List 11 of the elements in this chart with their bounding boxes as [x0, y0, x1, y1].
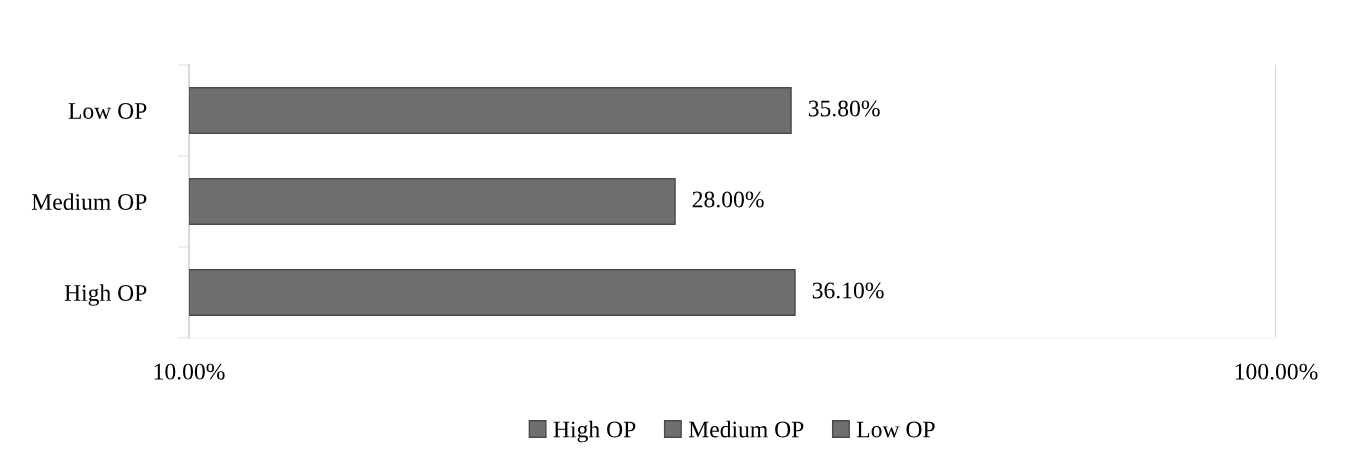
data-label: 35.80% [808, 100, 880, 117]
y-tick-label: High OP [64, 284, 147, 306]
legend-label: Low OP [856, 421, 935, 438]
y-tick-label: Medium OP [31, 193, 147, 210]
data-label: 28.00% [692, 191, 764, 208]
x-tick-label: 10.00% [154, 363, 225, 380]
y-tick-label: Low OP [68, 103, 147, 119]
data-label: 36.10% [812, 282, 884, 299]
x-tick-label: 100.00% [1235, 363, 1318, 380]
legend-label: Medium OP [688, 420, 804, 438]
legend-label: High OP [553, 420, 636, 443]
